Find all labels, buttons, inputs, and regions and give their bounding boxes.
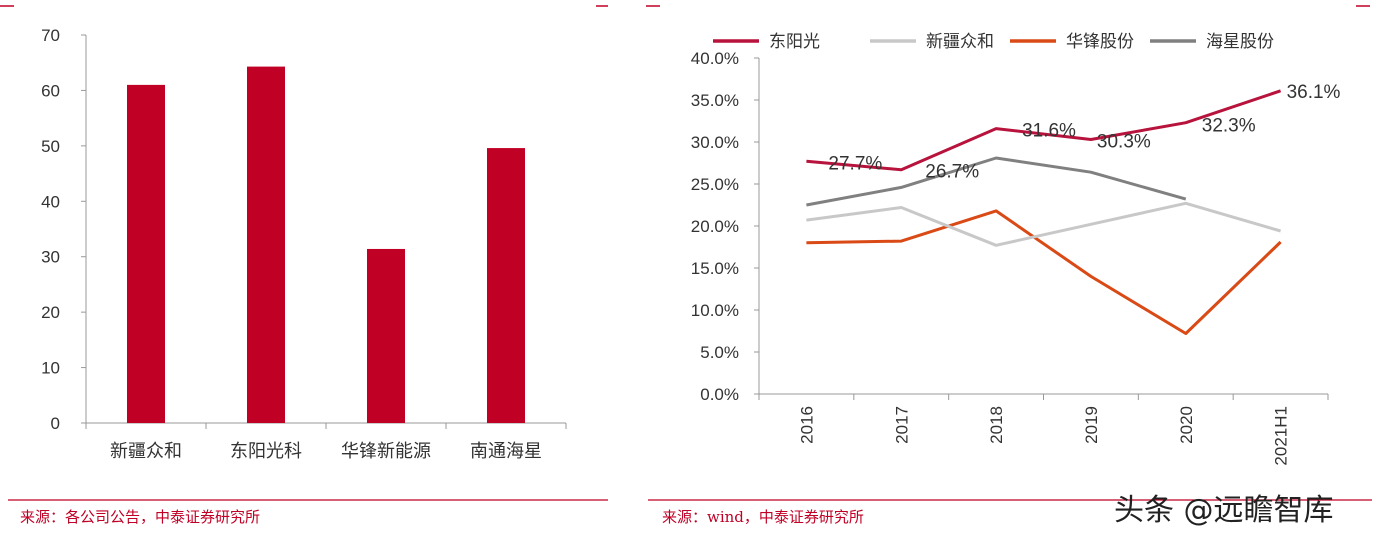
bar [367, 248, 405, 423]
y-tick-label: 70 [41, 26, 60, 45]
bar [247, 66, 285, 423]
data-label: 32.3% [1202, 116, 1256, 137]
y-tick-label: 20.0% [691, 217, 739, 236]
y-tick-label: 10 [41, 359, 60, 378]
bar [127, 84, 165, 423]
x-category-label: 东阳光科 [230, 441, 302, 462]
data-label: 36.1% [1287, 82, 1341, 103]
data-label: 27.7% [828, 153, 882, 174]
x-tick-label: 2018 [987, 406, 1006, 444]
x-tick-label: 2020 [1177, 406, 1196, 444]
x-category-label: 华锋新能源 [341, 441, 431, 462]
legend-entry: 新疆众和 [926, 32, 994, 52]
legend-entry: 华锋股份 [1066, 32, 1134, 52]
x-category-label: 南通海星 [470, 441, 542, 462]
bar [487, 148, 525, 423]
x-tick-label: 2019 [1082, 406, 1101, 444]
series-line [806, 201, 1282, 247]
series-line [806, 89, 1282, 172]
legend-entry: 海星股份 [1206, 32, 1274, 52]
y-tick-label: 40 [41, 192, 60, 211]
series-line [806, 209, 1282, 335]
y-tick-label: 0.0% [700, 385, 739, 404]
y-tick-label: 30 [41, 248, 60, 267]
data-label: 31.6% [1022, 121, 1076, 142]
y-tick-label: 5.0% [700, 343, 739, 362]
right-source-note: 来源：wind，中泰证券研究所 [662, 508, 864, 526]
legend-entry: 东阳光 [769, 32, 820, 52]
y-tick-label: 10.0% [691, 301, 739, 320]
series-line [806, 156, 1187, 207]
y-tick-label: 25.0% [691, 175, 739, 194]
y-tick-label: 15.0% [691, 259, 739, 278]
data-label: 26.7% [925, 162, 979, 183]
x-category-label: 新疆众和 [110, 441, 182, 462]
line-chart: 0.0% 5.0% 10.0% 15.0% 20.0% 25.0% 30.0% 35.0% 40… [691, 32, 1341, 466]
data-label: 30.3% [1097, 131, 1151, 152]
y-tick-label: 0 [51, 414, 60, 433]
y-tick-label: 35.0% [691, 91, 739, 110]
watermark: 头条 @远瞻智库 [1114, 493, 1334, 528]
y-tick-label: 30.0% [691, 133, 739, 152]
x-tick-label: 2017 [892, 406, 911, 444]
y-tick-label: 50 [41, 137, 60, 156]
bar-chart: 0 10 20 30 40 50 60 70 新疆众和 东阳光科 华锋新能源 南通海星 [41, 26, 567, 462]
left-source-note: 来源：各公司公告，中泰证券研究所 [20, 508, 260, 526]
x-tick-label: 2021H1 [1272, 406, 1291, 466]
y-tick-label: 60 [41, 81, 60, 100]
y-tick-label: 20 [41, 303, 60, 322]
y-tick-label: 40.0% [691, 49, 739, 68]
x-tick-label: 2016 [797, 406, 816, 444]
